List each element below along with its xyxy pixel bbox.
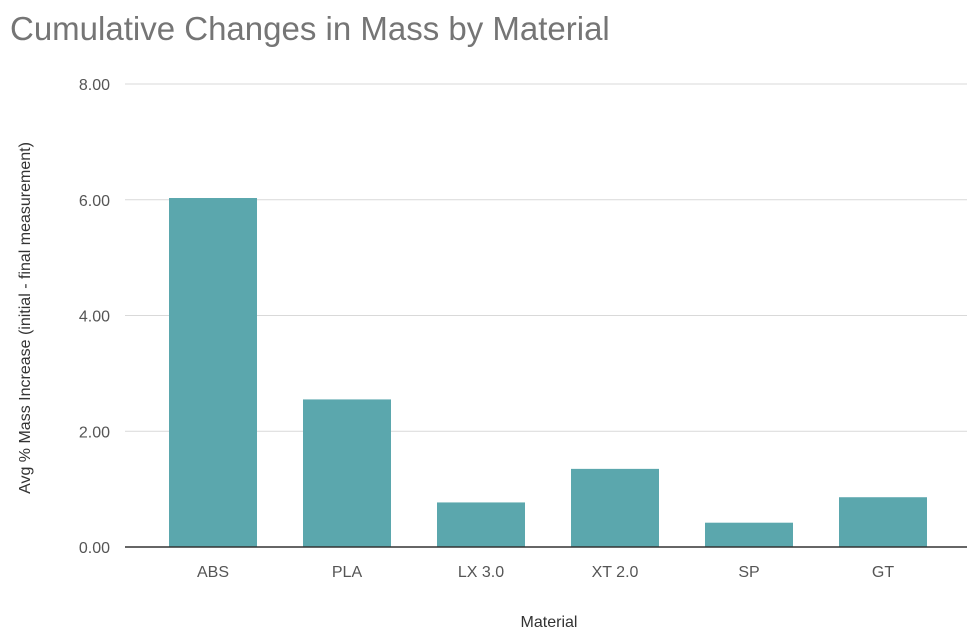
bars <box>169 198 927 548</box>
y-axis-ticks: 0.00 2.00 4.00 6.00 8.00 <box>79 77 110 557</box>
bar <box>705 522 793 547</box>
x-tick-label: SP <box>738 564 759 581</box>
y-tick-label: 0.00 <box>79 540 110 557</box>
bar <box>303 399 391 547</box>
x-tick-label: GT <box>872 564 894 581</box>
bar <box>571 468 659 547</box>
gridlines <box>125 83 967 432</box>
y-tick-label: 2.00 <box>79 424 110 441</box>
bar <box>839 497 927 547</box>
y-tick-label: 6.00 <box>79 193 110 210</box>
y-tick-label: 4.00 <box>79 309 110 326</box>
x-axis-title: Material <box>521 614 578 631</box>
x-tick-label: LX 3.0 <box>458 564 504 581</box>
x-tick-label: ABS <box>197 564 229 581</box>
x-tick-label: XT 2.0 <box>592 564 639 581</box>
bar <box>169 198 257 548</box>
x-axis-ticks: ABS PLA LX 3.0 XT 2.0 SP GT <box>197 564 894 581</box>
bar <box>437 502 525 547</box>
x-tick-label: PLA <box>332 564 363 581</box>
y-axis-title: Avg % Mass Increase (initial - final mea… <box>17 142 34 494</box>
chart-title: Cumulative Changes in Mass by Material <box>10 10 610 47</box>
y-tick-label: 8.00 <box>79 77 110 94</box>
